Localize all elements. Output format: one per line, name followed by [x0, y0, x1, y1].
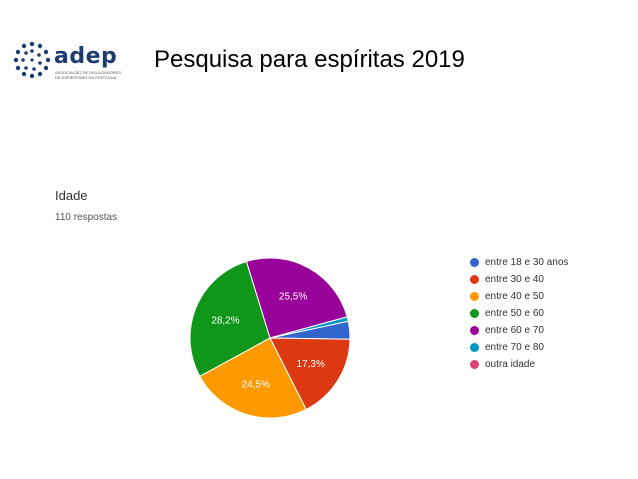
chart-title: Idade [55, 188, 88, 203]
legend-item: outra idade [470, 356, 568, 373]
chart-legend: entre 18 e 30 anos entre 30 e 40 entre 40 … [470, 254, 568, 373]
pie-slice [269, 337, 351, 411]
slice-data-label: 28,2% [211, 315, 239, 326]
slice-data-label: 24,5% [242, 379, 270, 390]
legend-label: outra idade [485, 359, 536, 370]
legend-item: entre 30 e 40 [470, 271, 568, 288]
legend-swatch [470, 326, 479, 335]
pie-slice [199, 337, 307, 419]
legend-swatch [470, 275, 479, 284]
legend-item: entre 50 e 60 [470, 305, 568, 322]
legend-label: entre 50 e 60 [485, 308, 544, 319]
legend-swatch [470, 258, 479, 267]
pie-chart: 17,3% 24,5% 28,2% 25,5% [189, 257, 351, 419]
legend-label: entre 40 e 50 [485, 291, 544, 302]
legend-swatch [470, 309, 479, 318]
legend-swatch [470, 360, 479, 369]
slice-data-label: 25,5% [279, 291, 307, 302]
pie-slice [245, 257, 348, 339]
pie-slice [269, 316, 349, 339]
adep-logo: adep ASSOCIAÇÃO DE DIVULGADORES DE ESPIR… [12, 40, 122, 86]
logo-name: adep [54, 44, 118, 69]
legend-label: entre 60 e 70 [485, 325, 544, 336]
legend-item: entre 70 e 80 [470, 339, 568, 356]
legend-label: entre 30 e 40 [485, 274, 544, 285]
legend-label: entre 70 e 80 [485, 342, 544, 353]
legend-item: entre 60 e 70 [470, 322, 568, 339]
logo-subtitle: ASSOCIAÇÃO DE DIVULGADORES DE ESPIRITISM… [55, 70, 122, 80]
page-title: Pesquisa para espíritas 2019 [154, 46, 465, 73]
legend-swatch [470, 343, 479, 352]
legend-label: entre 18 e 30 anos [485, 257, 569, 268]
legend-item: entre 40 e 50 [470, 288, 568, 305]
legend-item: entre 18 e 30 anos [470, 254, 568, 271]
slice-data-label: 17,3% [297, 359, 325, 370]
logo-dots-icon [13, 41, 51, 79]
chart-subtitle: 110 respostas [55, 212, 118, 223]
legend-swatch [470, 292, 479, 301]
pie-slice [189, 260, 271, 377]
